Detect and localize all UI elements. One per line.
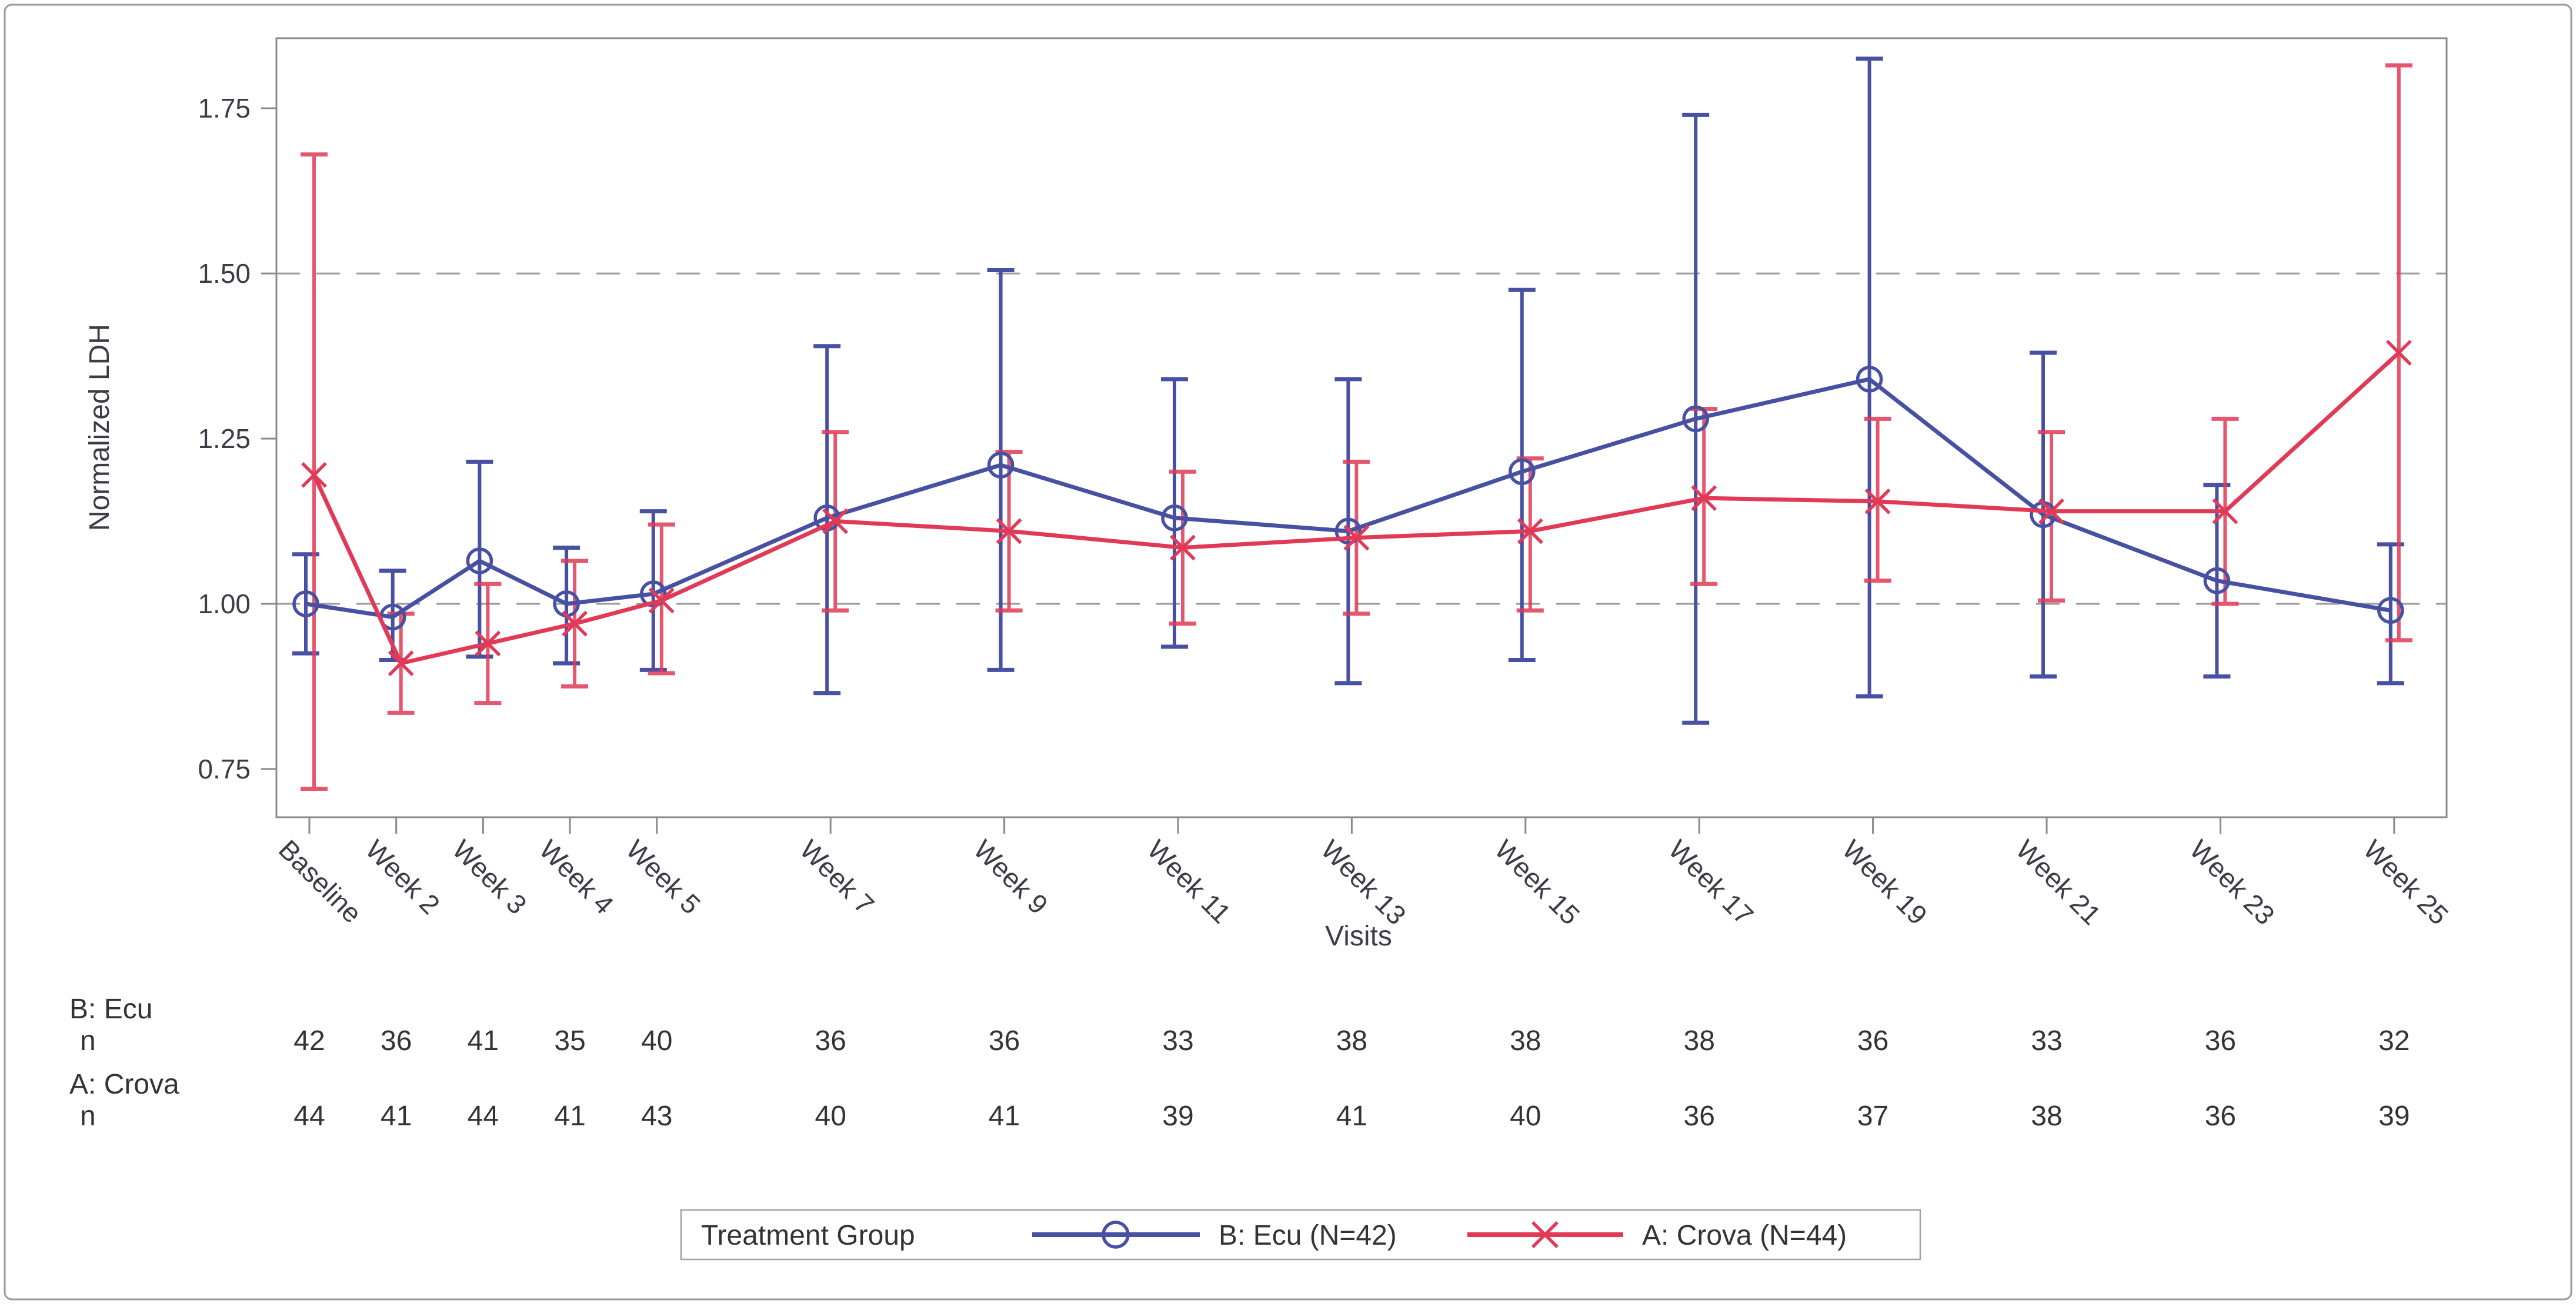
y-axis-title: Normalized LDH <box>84 324 115 531</box>
n-value: 33 <box>1162 1025 1193 1057</box>
n-value: 36 <box>815 1025 846 1057</box>
x-tick-label: Week 25 <box>2358 834 2455 931</box>
data-point-marker-x <box>1691 485 1717 512</box>
n-value: 44 <box>468 1101 499 1132</box>
data-point-marker-circle <box>466 547 493 574</box>
n-value: 44 <box>293 1101 325 1132</box>
x-tick-label: Week 15 <box>1489 834 1586 931</box>
data-point-marker-x <box>475 630 501 657</box>
table-row-label: B: Ecu <box>69 994 152 1025</box>
n-value: 37 <box>1857 1101 1888 1132</box>
n-value: 41 <box>989 1101 1020 1132</box>
legend-marker-circle <box>1102 1221 1130 1249</box>
y-tick-label: 1.00 <box>198 589 251 619</box>
data-point-marker-x <box>996 518 1022 544</box>
n-value: 36 <box>1684 1101 1715 1132</box>
table-n-label: n <box>80 1025 96 1057</box>
data-point-marker-x <box>2038 498 2064 524</box>
n-value: 41 <box>381 1101 412 1132</box>
n-value: 42 <box>293 1025 325 1057</box>
data-point-marker-circle <box>1856 366 1883 393</box>
n-value: 36 <box>2205 1025 2236 1057</box>
n-value: 33 <box>2031 1025 2062 1057</box>
n-value: 38 <box>1684 1025 1715 1057</box>
n-value: 32 <box>2378 1025 2410 1057</box>
n-value: 36 <box>2205 1101 2236 1132</box>
n-value: 38 <box>1510 1025 1541 1057</box>
figure-border <box>4 4 2572 1301</box>
x-tick-label: Week 11 <box>1142 834 1237 929</box>
table-row-label: A: Crova <box>69 1069 179 1100</box>
n-value: 41 <box>468 1025 499 1057</box>
y-tick-label: 1.75 <box>198 93 251 123</box>
x-tick-label: Week 17 <box>1663 834 1760 931</box>
plot-wall <box>275 37 2448 818</box>
legend-box <box>680 1209 1921 1261</box>
n-value: 40 <box>815 1101 846 1132</box>
n-value: 36 <box>381 1025 412 1057</box>
data-point-marker-circle <box>1682 405 1709 433</box>
series-line-b-ecu <box>305 377 2391 619</box>
data-point-marker-x <box>822 508 849 534</box>
legend-title: Treatment Group <box>701 1220 915 1251</box>
n-value: 39 <box>1162 1101 1193 1132</box>
n-value: 38 <box>1336 1025 1367 1057</box>
x-tick-label: Week 23 <box>2184 834 2281 931</box>
y-tick-label: 1.50 <box>198 258 251 289</box>
x-tick-label: Week 21 <box>2010 834 2107 931</box>
data-point-marker-circle <box>292 590 319 617</box>
x-tick-label: Baseline <box>273 834 368 929</box>
n-value: 36 <box>989 1025 1020 1057</box>
n-value: 38 <box>2031 1101 2062 1132</box>
legend: Treatment Group B: Ecu (N=42) A: Crova (N=… <box>680 1209 1921 1261</box>
data-point-marker-circle <box>987 452 1015 479</box>
data-point-marker-circle <box>1509 458 1536 485</box>
legend-entry-label: A: Crova (N=44) <box>1642 1220 1847 1251</box>
n-value: 40 <box>1510 1101 1541 1132</box>
data-point-marker-x <box>1343 524 1370 551</box>
x-tick-label: Week 13 <box>1315 834 1412 931</box>
data-point-marker-x <box>2385 340 2412 366</box>
data-point-marker-circle <box>1334 517 1362 545</box>
n-value: 36 <box>1857 1025 1888 1057</box>
x-tick-label: Week 5 <box>620 834 706 920</box>
data-point-marker-x <box>2212 498 2238 524</box>
y-tick-label: 1.25 <box>198 423 251 454</box>
x-tick-label: Week 19 <box>1837 834 1934 931</box>
data-point-marker-x <box>301 462 327 488</box>
error-bars-b-ecu <box>292 56 2404 725</box>
x-tick-label: Week 9 <box>968 834 1054 920</box>
n-value: 40 <box>641 1025 672 1057</box>
legend-marker-x <box>1531 1221 1559 1248</box>
x-tick-label: Week 2 <box>360 834 446 920</box>
data-point-marker-circle <box>1161 504 1188 532</box>
n-value: 39 <box>2378 1101 2410 1132</box>
x-tick-label: Week 3 <box>446 834 532 920</box>
data-point-marker-x <box>1864 488 1891 514</box>
legend-entry-label: B: Ecu (N=42) <box>1219 1220 1397 1251</box>
n-value: 35 <box>554 1025 585 1057</box>
n-value: 41 <box>1336 1101 1367 1132</box>
n-value: 41 <box>554 1101 585 1132</box>
data-point-marker-x <box>388 650 414 677</box>
data-point-marker-circle <box>2203 567 2231 594</box>
data-point-marker-circle <box>640 580 667 607</box>
x-tick-label: Week 7 <box>794 834 880 920</box>
data-point-marker-x <box>1170 534 1196 561</box>
y-tick-label: 0.75 <box>198 754 251 784</box>
data-point-marker-circle <box>2377 597 2404 624</box>
x-axis-title: Visits <box>1325 921 1392 952</box>
data-point-marker-x <box>648 587 675 614</box>
error-bars-a-crova <box>301 63 2413 791</box>
data-point-marker-x <box>1517 518 1543 544</box>
table-n-label: n <box>80 1101 96 1132</box>
data-point-marker-x <box>562 610 588 637</box>
n-value: 43 <box>641 1101 672 1132</box>
x-tick-label: Week 4 <box>533 834 619 920</box>
